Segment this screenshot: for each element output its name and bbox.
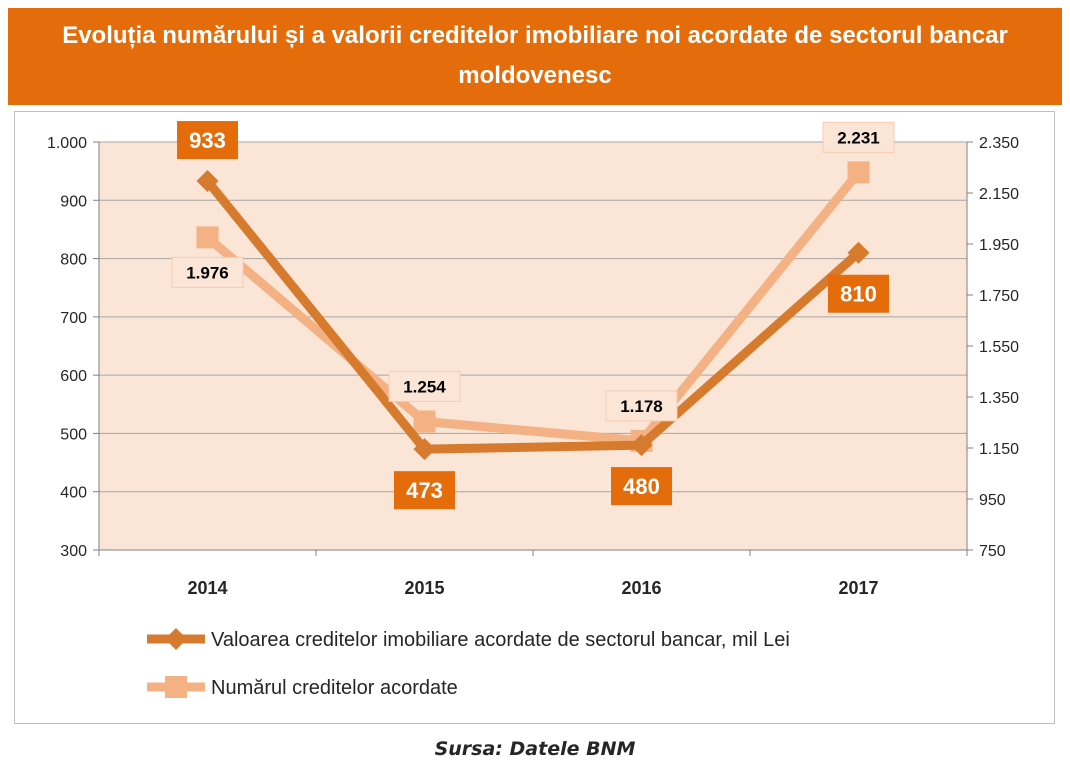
series-line-square xyxy=(204,169,862,446)
data-label-box xyxy=(177,121,238,160)
data-label: 480 xyxy=(623,474,660,499)
x-tick-label: 2015 xyxy=(404,578,444,598)
data-label-box xyxy=(822,121,895,153)
y-left-tick-label: 1.000 xyxy=(47,135,87,152)
series-line-diamond xyxy=(204,178,862,454)
y-left-tick-label: 900 xyxy=(60,193,87,210)
chart-area: 300 400 500 600 700 800 900 1.000 750 950 1.150 1.3… xyxy=(14,111,1055,724)
x-tick-label: 2017 xyxy=(838,578,878,598)
y-right-tick-label: 1.550 xyxy=(979,339,1019,356)
legend-diamond-marker xyxy=(165,628,187,650)
y-left-tick-label: 400 xyxy=(60,485,87,502)
data-label: 2.231 xyxy=(837,128,880,147)
y-right-tick-label: 950 xyxy=(979,492,1006,509)
data-label-box xyxy=(828,274,889,313)
data-label: 473 xyxy=(406,478,443,503)
diamond-marker xyxy=(413,438,436,461)
square-marker xyxy=(847,161,870,184)
data-label: 933 xyxy=(189,128,226,153)
diamond-marker xyxy=(630,434,653,457)
source-note: Sursa: Datele BNM xyxy=(434,738,636,760)
data-label-box xyxy=(171,256,244,288)
diamond-marker xyxy=(196,170,219,193)
y-left-tick-label: 500 xyxy=(60,426,87,443)
data-label: 1.254 xyxy=(403,377,446,396)
combo-line-chart: 300 400 500 600 700 800 900 1.000 750 950 1.150 1.3… xyxy=(47,121,1019,699)
square-marker xyxy=(413,410,436,433)
data-label: 1.178 xyxy=(620,397,663,416)
y-right-tick-label: 2.350 xyxy=(979,135,1019,152)
y-left-tick-label: 700 xyxy=(60,310,87,327)
data-label-box xyxy=(605,390,678,422)
y-right-tick-label: 2.150 xyxy=(979,186,1019,203)
y-left-tick-label: 600 xyxy=(60,368,87,385)
y-left-tick-label: 300 xyxy=(60,543,87,560)
data-label-box xyxy=(611,467,672,506)
square-marker xyxy=(196,226,219,249)
y-right-tick-label: 1.150 xyxy=(979,441,1019,458)
x-tick-label: 2014 xyxy=(187,578,227,598)
data-label-box xyxy=(394,471,455,510)
y-right-tick-label: 1.350 xyxy=(979,390,1019,407)
y-right-tick-label: 750 xyxy=(979,543,1006,560)
chart-title: Evoluția numărului și a valorii creditel… xyxy=(8,8,1062,105)
legend-label: Numărul creditelor acordate xyxy=(211,677,458,699)
legend-square-marker xyxy=(165,676,187,698)
data-label: 1.976 xyxy=(186,263,229,282)
data-label-box xyxy=(388,370,461,402)
y-right-tick-label: 1.750 xyxy=(979,288,1019,305)
legend-label: Valoarea creditelor imobiliare acordate … xyxy=(211,629,790,651)
diamond-marker xyxy=(847,241,870,264)
data-label: 810 xyxy=(840,282,877,307)
y-left-tick-label: 800 xyxy=(60,252,87,269)
x-tick-label: 2016 xyxy=(621,578,661,598)
y-right-tick-label: 1.950 xyxy=(979,237,1019,254)
